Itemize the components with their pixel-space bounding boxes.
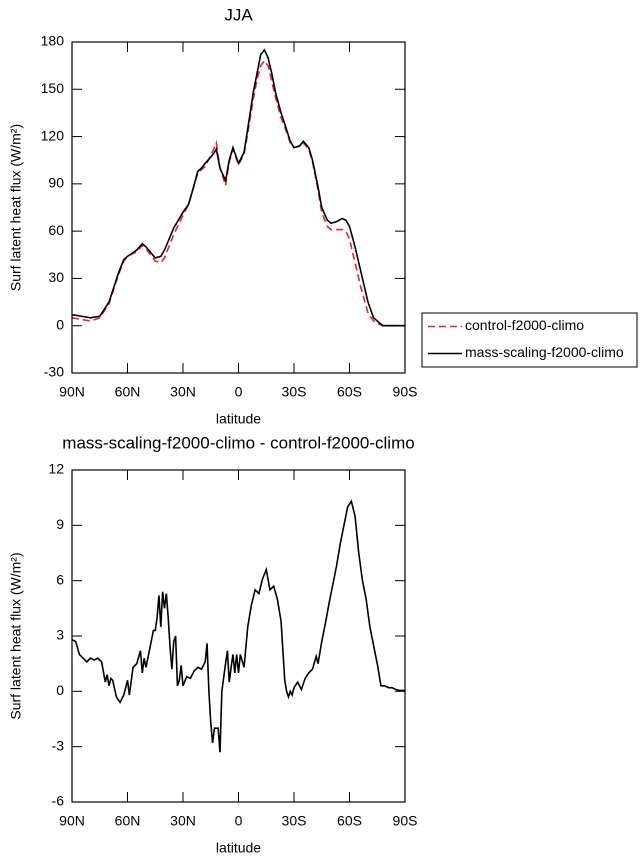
x-tick-label: 60S bbox=[337, 384, 362, 400]
y-axis-label: Surf latent heat flux (W/m²) bbox=[8, 552, 24, 719]
x-tick-label: 60N bbox=[115, 813, 141, 829]
plot-frame bbox=[71, 41, 406, 374]
y-tick-label: 3 bbox=[56, 627, 64, 643]
y-tick-label: 90 bbox=[48, 175, 64, 191]
x-tick-label: 90N bbox=[59, 384, 85, 400]
x-axis-label: latitude bbox=[216, 840, 261, 856]
x-tick-label: 90S bbox=[393, 384, 418, 400]
data-line bbox=[71, 59, 405, 327]
y-tick-label: 60 bbox=[48, 222, 64, 238]
x-tick-label: 60S bbox=[337, 813, 362, 829]
y-tick-label: 0 bbox=[56, 682, 64, 698]
chart-title: mass-scaling-f2000-climo - control-f2000… bbox=[62, 433, 414, 452]
legend-label: mass-scaling-f2000-climo bbox=[465, 344, 624, 360]
y-tick-label: 9 bbox=[56, 516, 64, 532]
chart-title: JJA bbox=[224, 5, 253, 24]
x-tick-label: 60N bbox=[115, 384, 141, 400]
legend-box bbox=[421, 312, 638, 368]
data-line bbox=[71, 499, 405, 753]
x-tick-label: 90N bbox=[59, 813, 85, 829]
y-tick-label: 0 bbox=[56, 316, 64, 332]
x-tick-label: 30N bbox=[170, 813, 196, 829]
y-tick-label: -30 bbox=[44, 364, 64, 380]
y-tick-label: 150 bbox=[41, 80, 65, 96]
legend-label: control-f2000-climo bbox=[465, 317, 584, 333]
plot-frame bbox=[71, 469, 406, 803]
data-line bbox=[71, 48, 405, 327]
y-tick-label: 180 bbox=[41, 33, 65, 49]
y-tick-label: -6 bbox=[52, 793, 65, 809]
y-tick-label: 30 bbox=[48, 269, 64, 285]
y-tick-label: -3 bbox=[52, 737, 65, 753]
x-tick-label: 0 bbox=[235, 384, 243, 400]
x-axis-label: latitude bbox=[216, 411, 261, 427]
y-axis-label: Surf latent heat flux (W/m²) bbox=[8, 124, 24, 291]
x-tick-label: 30S bbox=[282, 384, 307, 400]
y-tick-label: 6 bbox=[56, 571, 64, 587]
x-tick-label: 30S bbox=[282, 813, 307, 829]
x-tick-label: 90S bbox=[393, 813, 418, 829]
x-tick-label: 30N bbox=[170, 384, 196, 400]
y-tick-label: 120 bbox=[41, 127, 65, 143]
x-tick-label: 0 bbox=[235, 813, 243, 829]
y-tick-label: 12 bbox=[48, 461, 64, 477]
